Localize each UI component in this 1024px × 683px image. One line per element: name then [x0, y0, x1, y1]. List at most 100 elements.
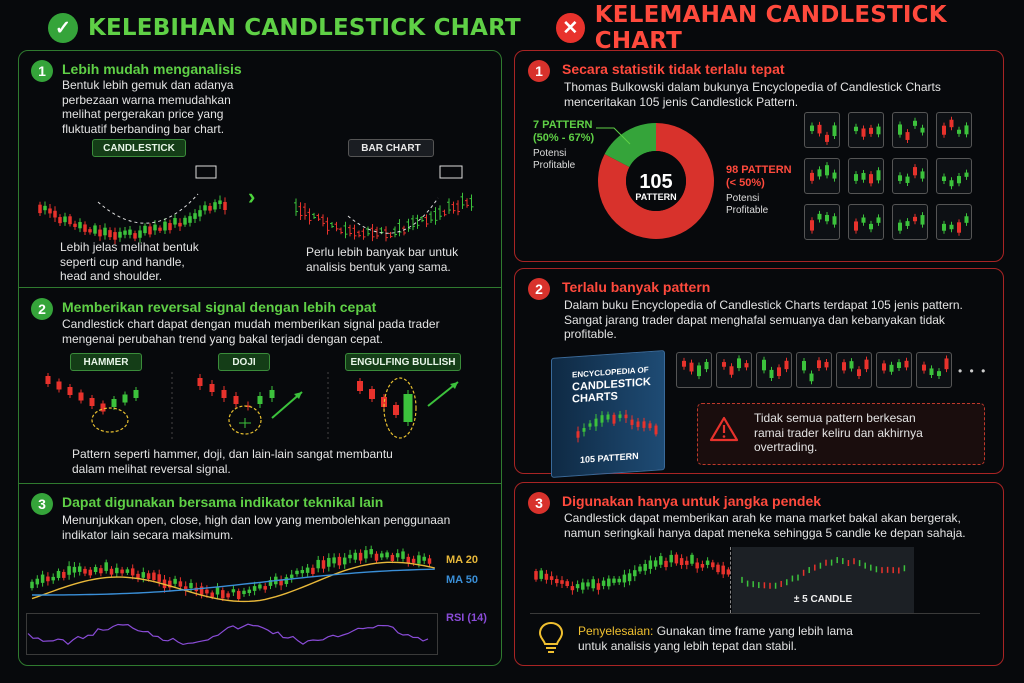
- pattern-thumbnail: [716, 352, 752, 388]
- candle: [957, 222, 961, 233]
- pattern-thumbnail: [804, 204, 840, 240]
- candle: [659, 556, 663, 565]
- candle: [215, 587, 220, 595]
- hammer-highlight: [91, 407, 129, 433]
- candle: [158, 227, 162, 231]
- section-title: Digunakan hanya untuk jangka pendek: [562, 493, 822, 509]
- candle: [411, 558, 416, 563]
- candle: [618, 414, 622, 419]
- candle: [89, 398, 95, 406]
- donut-hole: [626, 151, 686, 211]
- candle: [390, 554, 395, 562]
- candle: [198, 210, 202, 217]
- engulfing-highlight: [383, 377, 417, 439]
- pattern-thumbnail: [936, 158, 972, 194]
- ma50-label: MA 50: [446, 574, 478, 586]
- candle: [817, 169, 822, 177]
- candle: [588, 423, 592, 427]
- candle: [596, 583, 601, 590]
- section-title: Lebih mudah menganalisis: [62, 61, 242, 77]
- candle: [133, 390, 139, 398]
- candle: [889, 364, 894, 372]
- candle: [88, 569, 93, 576]
- section-title: Secara statistik tidak terlalu tepat: [562, 61, 785, 77]
- candle: [913, 120, 917, 126]
- candle: [601, 580, 606, 586]
- candle: [679, 558, 684, 566]
- handle-box: [439, 165, 463, 179]
- section-body: Bentuk lebih gemuk dan adanya perbezaan w…: [62, 78, 234, 136]
- candle: [115, 567, 119, 574]
- candle: [125, 569, 130, 573]
- check-icon: ✓: [48, 13, 78, 43]
- candle: [722, 362, 726, 367]
- candle: [203, 205, 207, 211]
- candle: [737, 358, 741, 369]
- candle: [949, 180, 954, 187]
- weakness-panel-1: [514, 50, 1004, 262]
- candle: [210, 592, 214, 598]
- right-title: KELEMAHAN CANDLESTICK CHART: [594, 2, 947, 54]
- bar-chart: [294, 165, 474, 242]
- solution-label: Penyelesaian:: [578, 624, 654, 638]
- book-footer: 105 PATTERN: [580, 450, 639, 465]
- candle: [173, 578, 177, 584]
- pattern-thumbnail: [848, 112, 884, 148]
- candle: [403, 394, 413, 422]
- candle: [802, 360, 806, 371]
- candle: [627, 573, 632, 582]
- candle: [674, 554, 679, 564]
- candlestick-tag: CANDLESTICK: [92, 139, 186, 157]
- pattern-thumbnail: [836, 352, 872, 388]
- section-number: 1: [528, 60, 550, 82]
- candle: [689, 362, 694, 372]
- candle: [849, 361, 854, 369]
- pattern-thumbnail: [804, 158, 840, 194]
- candle: [854, 174, 858, 181]
- candle: [624, 414, 628, 419]
- indicator-chart: [30, 545, 435, 603]
- candlestick-chart: [38, 165, 227, 245]
- candle: [73, 223, 77, 227]
- candle: [168, 580, 172, 588]
- candle: [964, 172, 969, 177]
- candle: [594, 418, 598, 427]
- candle: [648, 423, 652, 429]
- candle: [937, 371, 941, 376]
- candle: [245, 405, 251, 407]
- warning-box: [697, 403, 985, 465]
- candle: [913, 167, 917, 176]
- candle: [427, 558, 432, 564]
- green-slice-label: 7 PATTERN (50% - 67%): [533, 119, 595, 144]
- candle: [832, 172, 837, 179]
- green-slice-sub: Potensi Profitable: [533, 148, 576, 171]
- candle: [810, 125, 814, 132]
- candle: [128, 229, 132, 235]
- candle: [711, 562, 715, 568]
- candle: [898, 222, 902, 231]
- rsi-label: RSI (14): [446, 612, 487, 624]
- candle: [45, 376, 51, 384]
- candle: [898, 124, 902, 135]
- section-number: 1: [31, 60, 53, 82]
- section-body: Thomas Bulkowski dalam bukunya Encyclope…: [564, 80, 941, 109]
- section-number: 2: [528, 278, 550, 300]
- candle: [178, 581, 183, 587]
- ma20-line: [31, 561, 435, 603]
- candle: [104, 562, 108, 571]
- pattern-thumbnail: [876, 352, 912, 388]
- candle: [810, 220, 814, 231]
- doji-tag: DOJI: [218, 353, 270, 371]
- book-cover-chart: [576, 409, 658, 443]
- candle: [311, 567, 315, 574]
- candle: [38, 204, 42, 214]
- candle: [824, 361, 829, 368]
- candle: [332, 557, 336, 564]
- candle: [138, 230, 142, 238]
- candle: [93, 225, 97, 234]
- candle: [111, 399, 117, 407]
- section-body: Menunjukkan open, close, high dan low ya…: [62, 513, 451, 542]
- candle: [369, 389, 375, 399]
- pattern-thumbnail: [676, 352, 712, 388]
- reversal-charts: [45, 372, 459, 442]
